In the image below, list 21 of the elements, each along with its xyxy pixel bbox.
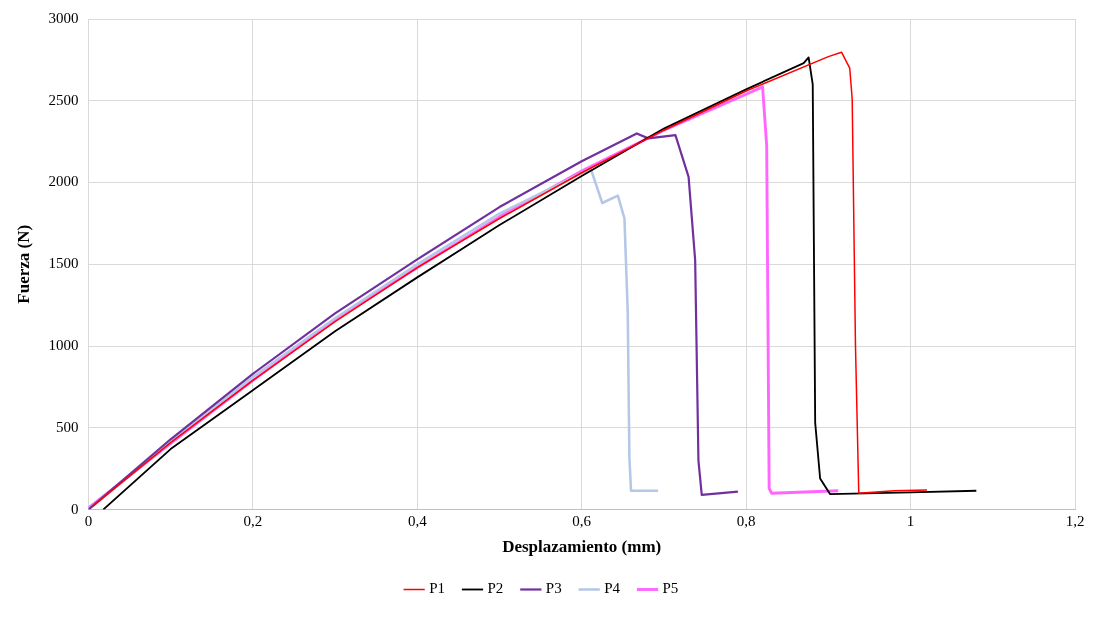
x-tick-label: 0,2 [243,512,263,529]
y-tick-label: 1000 [48,337,79,353]
x-tick-label: 1,2 [1065,512,1085,529]
legend-label: P1 [429,580,445,597]
y-tick-label: 500 [55,418,79,435]
y-axis-title: Fuerza (N) [13,224,33,304]
y-tick-label: 2500 [48,91,79,108]
y-tick-label: 2000 [48,173,79,190]
legend-label: P4 [604,580,621,597]
x-tick-label: 0,8 [736,512,756,529]
legend-label: P5 [662,580,679,597]
y-tick-label: 0 [70,500,79,517]
legend-label: P2 [487,580,504,597]
legend-label: P3 [545,580,562,597]
x-tick-label: 0,6 [572,512,592,529]
x-axis-title: Desplazamiento (mm) [502,537,662,557]
x-tick-label: 1 [906,512,915,529]
x-tick-label: 0 [84,512,93,529]
y-tick-label: 1500 [48,255,79,272]
y-tick-label: 3000 [48,9,79,26]
x-tick-label: 0,4 [407,512,428,529]
